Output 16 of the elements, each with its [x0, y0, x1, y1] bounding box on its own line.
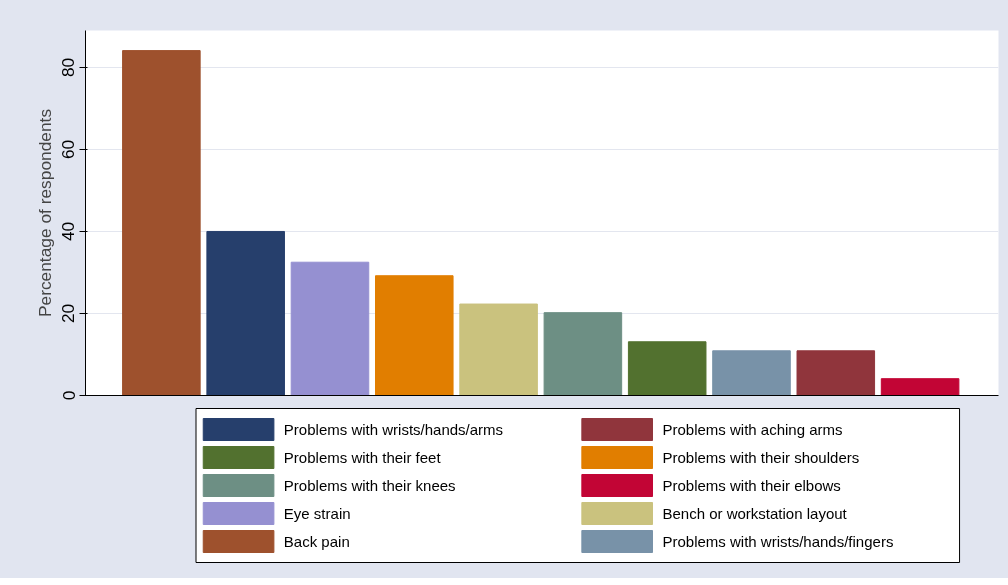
y-tick-label: 20: [58, 303, 79, 324]
y-tick-label: 0: [58, 390, 79, 401]
legend-label: Problems with their knees: [283, 477, 456, 494]
legend-label: Problems with their elbows: [662, 477, 841, 494]
legend-label: Bench or workstation layout: [662, 505, 848, 522]
y-tick-label: 60: [58, 139, 79, 160]
legend-label: Problems with wrists/hands/fingers: [662, 533, 894, 550]
legend-label: Problems with wrists/hands/arms: [283, 421, 504, 438]
legend-label: Problems with their feet: [283, 449, 442, 466]
legend-label: Eye strain: [283, 505, 351, 522]
y-axis-title: Percentage of respondents: [34, 108, 55, 318]
legend-label: Back pain: [283, 533, 350, 550]
legend-label: Problems with their shoulders: [662, 449, 860, 466]
legend-label: Problems with aching arms: [662, 421, 843, 438]
y-tick-label: 40: [58, 221, 79, 242]
y-tick-label: 80: [58, 57, 79, 78]
